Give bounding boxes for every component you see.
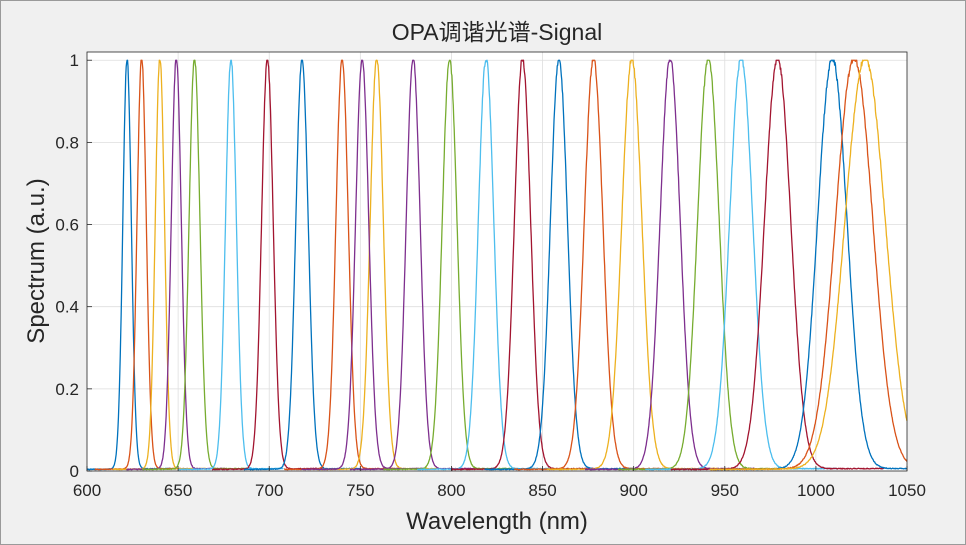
plot-border <box>86 51 908 472</box>
x-tick-label: 1050 <box>888 481 926 500</box>
x-tick-label: 750 <box>346 481 374 500</box>
series-line-1027nm <box>709 59 908 471</box>
series-group <box>86 59 908 471</box>
y-tick-label: 0.4 <box>55 298 79 317</box>
y-axis-label: Spectrum (a.u.) <box>23 178 50 343</box>
x-tick-label: 900 <box>619 481 647 500</box>
x-tick-label: 850 <box>528 481 556 500</box>
series-line-679nm <box>178 59 284 471</box>
x-tick-label: 800 <box>437 481 465 500</box>
plot-area <box>87 52 907 471</box>
y-tick-label: 0.6 <box>55 216 79 235</box>
x-axis-label: Wavelength (nm) <box>406 508 588 535</box>
x-tick-label: 650 <box>164 481 192 500</box>
tick-group: 600 650 700 750 800 850 900 950 1000 1050 0 0.2 0.4 0… <box>55 51 926 500</box>
chart-title: OPA调谐光谱-Signal <box>392 19 602 45</box>
series-line-819nm <box>416 59 555 471</box>
y-tick-label: 0.2 <box>55 380 79 399</box>
y-tick-label: 0.8 <box>55 133 79 152</box>
y-tick-label: 1 <box>70 51 79 70</box>
x-tick-label: 1000 <box>797 481 835 500</box>
x-tick-label: 600 <box>73 481 101 500</box>
x-tick-label: 700 <box>255 481 283 500</box>
x-tick-label: 950 <box>711 481 739 500</box>
y-tick-label: 0 <box>70 462 79 481</box>
series-line-979nm <box>670 59 885 471</box>
